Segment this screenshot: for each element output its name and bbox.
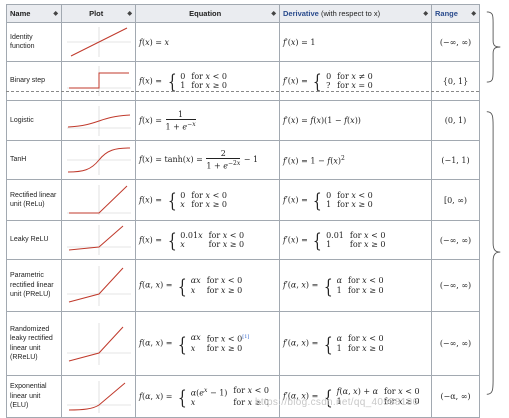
range-cell: (−∞, ∞) — [431, 259, 480, 312]
derivative-cell: f′(x) = 1 — [279, 22, 432, 62]
citation-link[interactable]: [1] — [242, 334, 250, 341]
sort-icon[interactable]: ◆ — [127, 11, 132, 17]
derivative-cell: f′(α, x) = {f(α, x) + α for x < 0 1 for x ≥… — [279, 375, 432, 418]
row-name: Binary step — [6, 61, 62, 101]
column-header-name[interactable]: Name ◆ — [6, 4, 62, 23]
range-cell: (0, 1) — [431, 100, 480, 141]
equation-cell: f(α, x) = {αx for x < 0[1] x for x ≥ 0 — [135, 311, 280, 376]
column-header-equation[interactable]: Equation ◆ — [135, 4, 280, 23]
table-row: Identity function f(x) = x f′(x) = 1 (−∞… — [6, 22, 480, 62]
prelu-plot — [67, 265, 131, 306]
derivative-link[interactable]: Derivative — [283, 9, 319, 18]
derivative-cell: f′(x) = f(x)(1 − f(x)) — [279, 100, 432, 141]
sort-icon[interactable]: ◆ — [423, 11, 428, 17]
table-row: Binary step f(x) = {0 for x < 0 1 for x ≥ 0… — [6, 61, 480, 101]
sort-icon[interactable]: ◆ — [271, 11, 276, 17]
row-name: Randomized leaky rectified linear unit (… — [6, 311, 62, 376]
group-brace-top — [486, 11, 501, 83]
row-name: Parametric rectified linear unit (PReLU) — [6, 259, 62, 312]
table-row: Randomized leaky rectified linear unit (… — [6, 311, 480, 376]
equation-cell: f(x) = {0.01x for x < 0 x for x ≥ 0 — [135, 220, 280, 260]
row-name: Rectified linear unit (ReLu) — [6, 179, 62, 221]
sort-icon[interactable]: ◆ — [53, 11, 58, 17]
row-name: Leaky ReLU — [6, 220, 62, 260]
sort-icon[interactable]: ◆ — [471, 11, 476, 17]
plot-cell — [61, 311, 136, 376]
group-brace-bottom — [486, 111, 501, 395]
plot-cell — [61, 100, 136, 141]
plot-cell — [61, 22, 136, 62]
table-row: Parametric rectified linear unit (PReLU)… — [6, 259, 480, 312]
binary-step-plot — [67, 66, 131, 96]
logistic-plot — [67, 105, 131, 136]
table-row: Leaky ReLU f(x) = {0.01x for x < 0 x for x … — [6, 220, 480, 260]
plot-cell — [61, 179, 136, 221]
plot-cell — [61, 259, 136, 312]
identity-plot — [67, 27, 131, 57]
plot-cell — [61, 220, 136, 260]
row-name: Exponential linear unit (ELU) — [6, 375, 62, 418]
table-header-row: Name ◆ Plot ◆ Equation ◆ Derivative (with r… — [6, 4, 480, 23]
derivative-cell: f′(α, x) = {α for x < 0 1 for x ≥ 0 — [279, 311, 432, 376]
column-header-plot[interactable]: Plot ◆ — [61, 4, 136, 23]
row-name: Logistic — [6, 100, 62, 141]
range-cell: (−∞, ∞) — [431, 311, 480, 376]
watermark: https://blog.csdn.net/qq_40558136 — [255, 397, 419, 408]
derivative-cell: f′(x) = {0 for x ≠ 0? for x = 0 — [279, 61, 432, 101]
equation-cell: f(α, x) = {αx for x < 0 x for x ≥ 0 — [135, 259, 280, 312]
range-cell: {0, 1} — [431, 61, 480, 101]
equation-cell: f(x) = x — [135, 22, 280, 62]
activation-functions-table: Name ◆ Plot ◆ Equation ◆ Derivative (with r… — [6, 4, 480, 418]
range-cell: (−∞, ∞) — [431, 22, 480, 62]
table-row: Rectified linear unit (ReLu) f(x) = {0 fo… — [6, 179, 480, 221]
plot-cell — [61, 61, 136, 101]
equation-cell: f(x) = {0 for x < 0 1 for x ≥ 0 — [135, 61, 280, 101]
range-cell: (−∞, ∞) — [431, 220, 480, 260]
leaky-relu-plot — [67, 225, 131, 255]
elu-plot — [67, 380, 131, 413]
row-name: Identity function — [6, 22, 62, 62]
group-separator — [6, 91, 479, 92]
plot-cell — [61, 140, 136, 180]
plot-cell — [61, 375, 136, 418]
derivative-cell: f′(x) = {0.01 for x < 0 1 for x ≥ 0 — [279, 220, 432, 260]
equation-cell: f(x) = {0 for x < 0 x for x ≥ 0 — [135, 179, 280, 221]
range-cell: (−α, ∞) — [431, 375, 480, 418]
equation-cell: f(α, x) = {α(ex − 1) for x < 0 x for x ≥ 0 — [135, 375, 280, 418]
derivative-cell: f′(x) = 1 − f(x)2 — [279, 140, 432, 180]
range-cell: [0, ∞) — [431, 179, 480, 221]
rrelu-plot — [67, 322, 131, 365]
tanh-plot — [67, 145, 131, 175]
column-header-derivative[interactable]: Derivative (with respect to x) ◆ — [279, 4, 432, 23]
table-row: Exponential linear unit (ELU) f(α, x) = … — [6, 375, 480, 418]
range-link[interactable]: Range — [435, 9, 458, 18]
range-cell: (−1, 1) — [431, 140, 480, 180]
column-header-range[interactable]: Range ◆ — [431, 4, 480, 23]
derivative-cell: f′(x) = {0 for x < 0 1 for x ≥ 0 — [279, 179, 432, 221]
relu-plot — [67, 185, 131, 215]
derivative-cell: f′(α, x) = {α for x < 0 1 for x ≥ 0 — [279, 259, 432, 312]
row-name: TanH — [6, 140, 62, 180]
